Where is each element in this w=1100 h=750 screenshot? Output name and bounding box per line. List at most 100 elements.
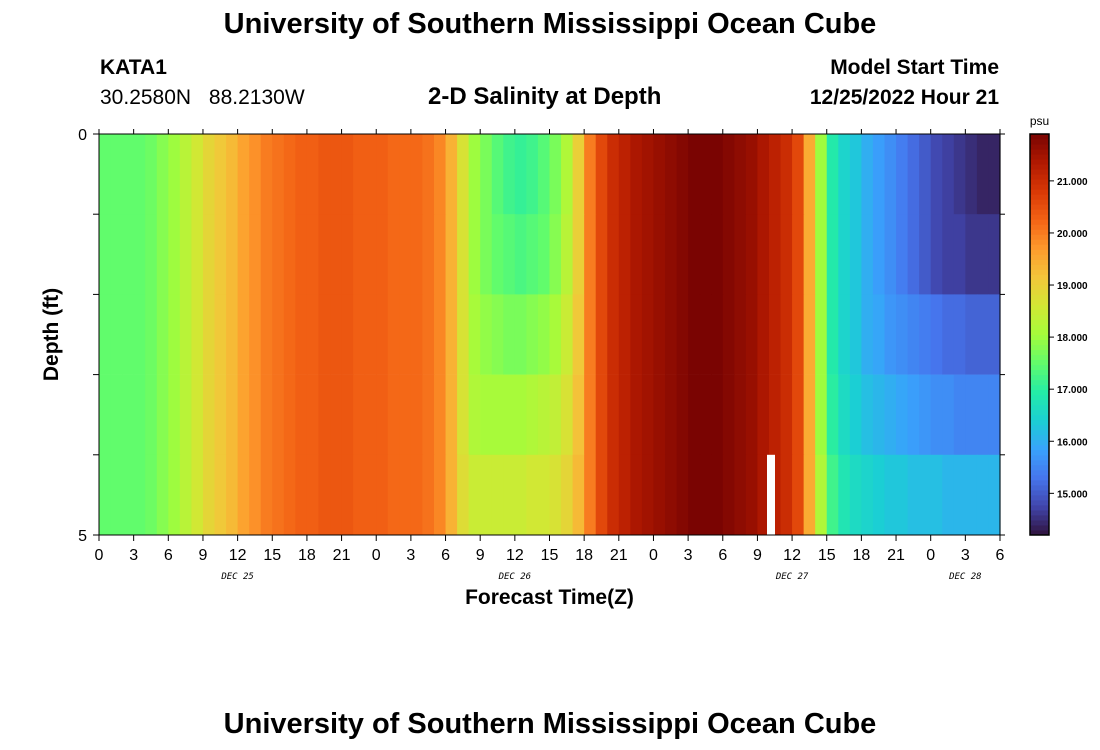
- heatmap-cell: [133, 294, 146, 375]
- heatmap-cell: [607, 454, 620, 536]
- colorbar: 21.000 20.000 19.000 18.000 17.000 16.000 15.0…: [1029, 114, 1088, 536]
- model-start-value: 12/25/2022 Hour 21: [809, 86, 999, 109]
- heatmap-cell: [306, 454, 320, 536]
- heatmap-cell: [387, 294, 400, 375]
- heatmap-cell: [757, 454, 770, 536]
- colorbar-segment: [1030, 384, 1049, 391]
- colorbar-segment: [1030, 219, 1049, 225]
- heatmap-cell: [145, 454, 158, 536]
- heatmap-cell: [191, 214, 204, 295]
- x-tick-label: 6: [718, 547, 727, 564]
- heatmap-cell: [722, 134, 735, 215]
- colorbar-segment: [1030, 294, 1049, 300]
- colorbar-segment: [1030, 424, 1049, 431]
- heatmap-cell: [607, 374, 620, 456]
- colorbar-segment: [1030, 354, 1049, 361]
- heatmap-cell: [272, 374, 285, 456]
- x-tick-label: 18: [575, 547, 593, 564]
- heatmap-cell: [722, 374, 735, 456]
- heatmap-cell: [341, 374, 354, 456]
- heatmap-cell: [688, 454, 701, 536]
- heatmap-cell: [422, 214, 435, 295]
- heatmap-cell: [249, 294, 262, 375]
- heatmap-cell: [907, 294, 920, 375]
- colorbar-segment: [1030, 494, 1049, 501]
- colorbar-segment: [1030, 409, 1049, 416]
- heatmap-cell: [387, 134, 400, 215]
- x-tick-label: 9: [199, 547, 208, 564]
- heatmap-cell: [907, 374, 920, 456]
- heatmap-cell: [457, 134, 470, 215]
- colorbar-segment: [1030, 329, 1049, 335]
- heatmap-cell: [861, 294, 874, 375]
- heatmap-cell: [110, 134, 123, 215]
- colorbar-segment: [1030, 234, 1049, 240]
- heatmap-cell: [757, 374, 770, 456]
- heatmap-cell: [757, 294, 770, 375]
- heatmap-cell: [133, 454, 146, 536]
- heatmap-cell: [526, 214, 539, 295]
- colorbar-segment: [1030, 514, 1049, 521]
- heatmap-cell: [745, 294, 759, 375]
- x-tick-label: 6: [996, 547, 1005, 564]
- heatmap-cell: [561, 374, 574, 456]
- heatmap-cell: [699, 294, 712, 375]
- heatmap-cell: [202, 294, 216, 375]
- y-tick-label: 0: [78, 127, 87, 144]
- heatmap-cell: [792, 454, 805, 536]
- x-day-label: DEC 26: [498, 572, 532, 582]
- heatmap-cell: [468, 214, 481, 295]
- colorbar-segment: [1030, 309, 1049, 315]
- heatmap-cell: [272, 134, 285, 215]
- heatmap-cell: [953, 454, 966, 536]
- heatmap-cell: [179, 214, 193, 295]
- heatmap-cell: [641, 134, 655, 215]
- heatmap-cell: [792, 214, 805, 295]
- heatmap-cell: [445, 294, 458, 375]
- heatmap-cell: [433, 214, 447, 295]
- model-start-label: Model Start Time: [830, 56, 999, 79]
- heatmap-cell: [214, 294, 227, 375]
- heatmap-cell: [988, 454, 1001, 536]
- heatmap-cell: [572, 294, 585, 375]
- heatmap-cell: [953, 294, 966, 375]
- station-longitude: 88.2130W: [208, 86, 305, 109]
- station-id: KATA1: [100, 56, 167, 79]
- heatmap-cell: [445, 454, 458, 536]
- colorbar-segment: [1030, 134, 1049, 140]
- heatmap-cell: [179, 454, 193, 536]
- heatmap-cell: [168, 374, 181, 456]
- heatmap-cell: [491, 374, 504, 456]
- heatmap-cell: [306, 214, 320, 295]
- colorbar-segment: [1030, 289, 1049, 295]
- colorbar-segment: [1030, 244, 1049, 250]
- heatmap-cell: [976, 294, 990, 375]
- heatmap-cell: [561, 214, 574, 295]
- heatmap-cell: [330, 374, 343, 456]
- heatmap-cell: [676, 454, 689, 536]
- heatmap-cell: [780, 374, 793, 456]
- heatmap-cell: [595, 214, 608, 295]
- heatmap-cell: [768, 214, 782, 295]
- heatmap-cell: [145, 294, 158, 375]
- colorbar-segment: [1030, 204, 1049, 210]
- heatmap-cell: [191, 294, 204, 375]
- heatmap-cell: [133, 374, 146, 456]
- heatmap-cell: [953, 214, 966, 295]
- heatmap-cell: [237, 294, 250, 375]
- heatmap-cell: [757, 214, 770, 295]
- heatmap-cell: [630, 374, 643, 456]
- heatmap-cell: [676, 214, 689, 295]
- heatmap-cell: [584, 214, 597, 295]
- colorbar-segment: [1030, 349, 1049, 356]
- heatmap-cell: [884, 214, 897, 295]
- heatmap-cell: [780, 454, 793, 536]
- heatmap-cell: [341, 134, 354, 215]
- colorbar-segment: [1030, 519, 1049, 526]
- heatmap-cell: [919, 294, 932, 375]
- x-tick-label: 12: [229, 547, 247, 564]
- heatmap-cell: [734, 454, 747, 536]
- colorbar-segment: [1030, 189, 1049, 195]
- heatmap-cell: [399, 374, 412, 456]
- heatmap-cell: [976, 454, 990, 536]
